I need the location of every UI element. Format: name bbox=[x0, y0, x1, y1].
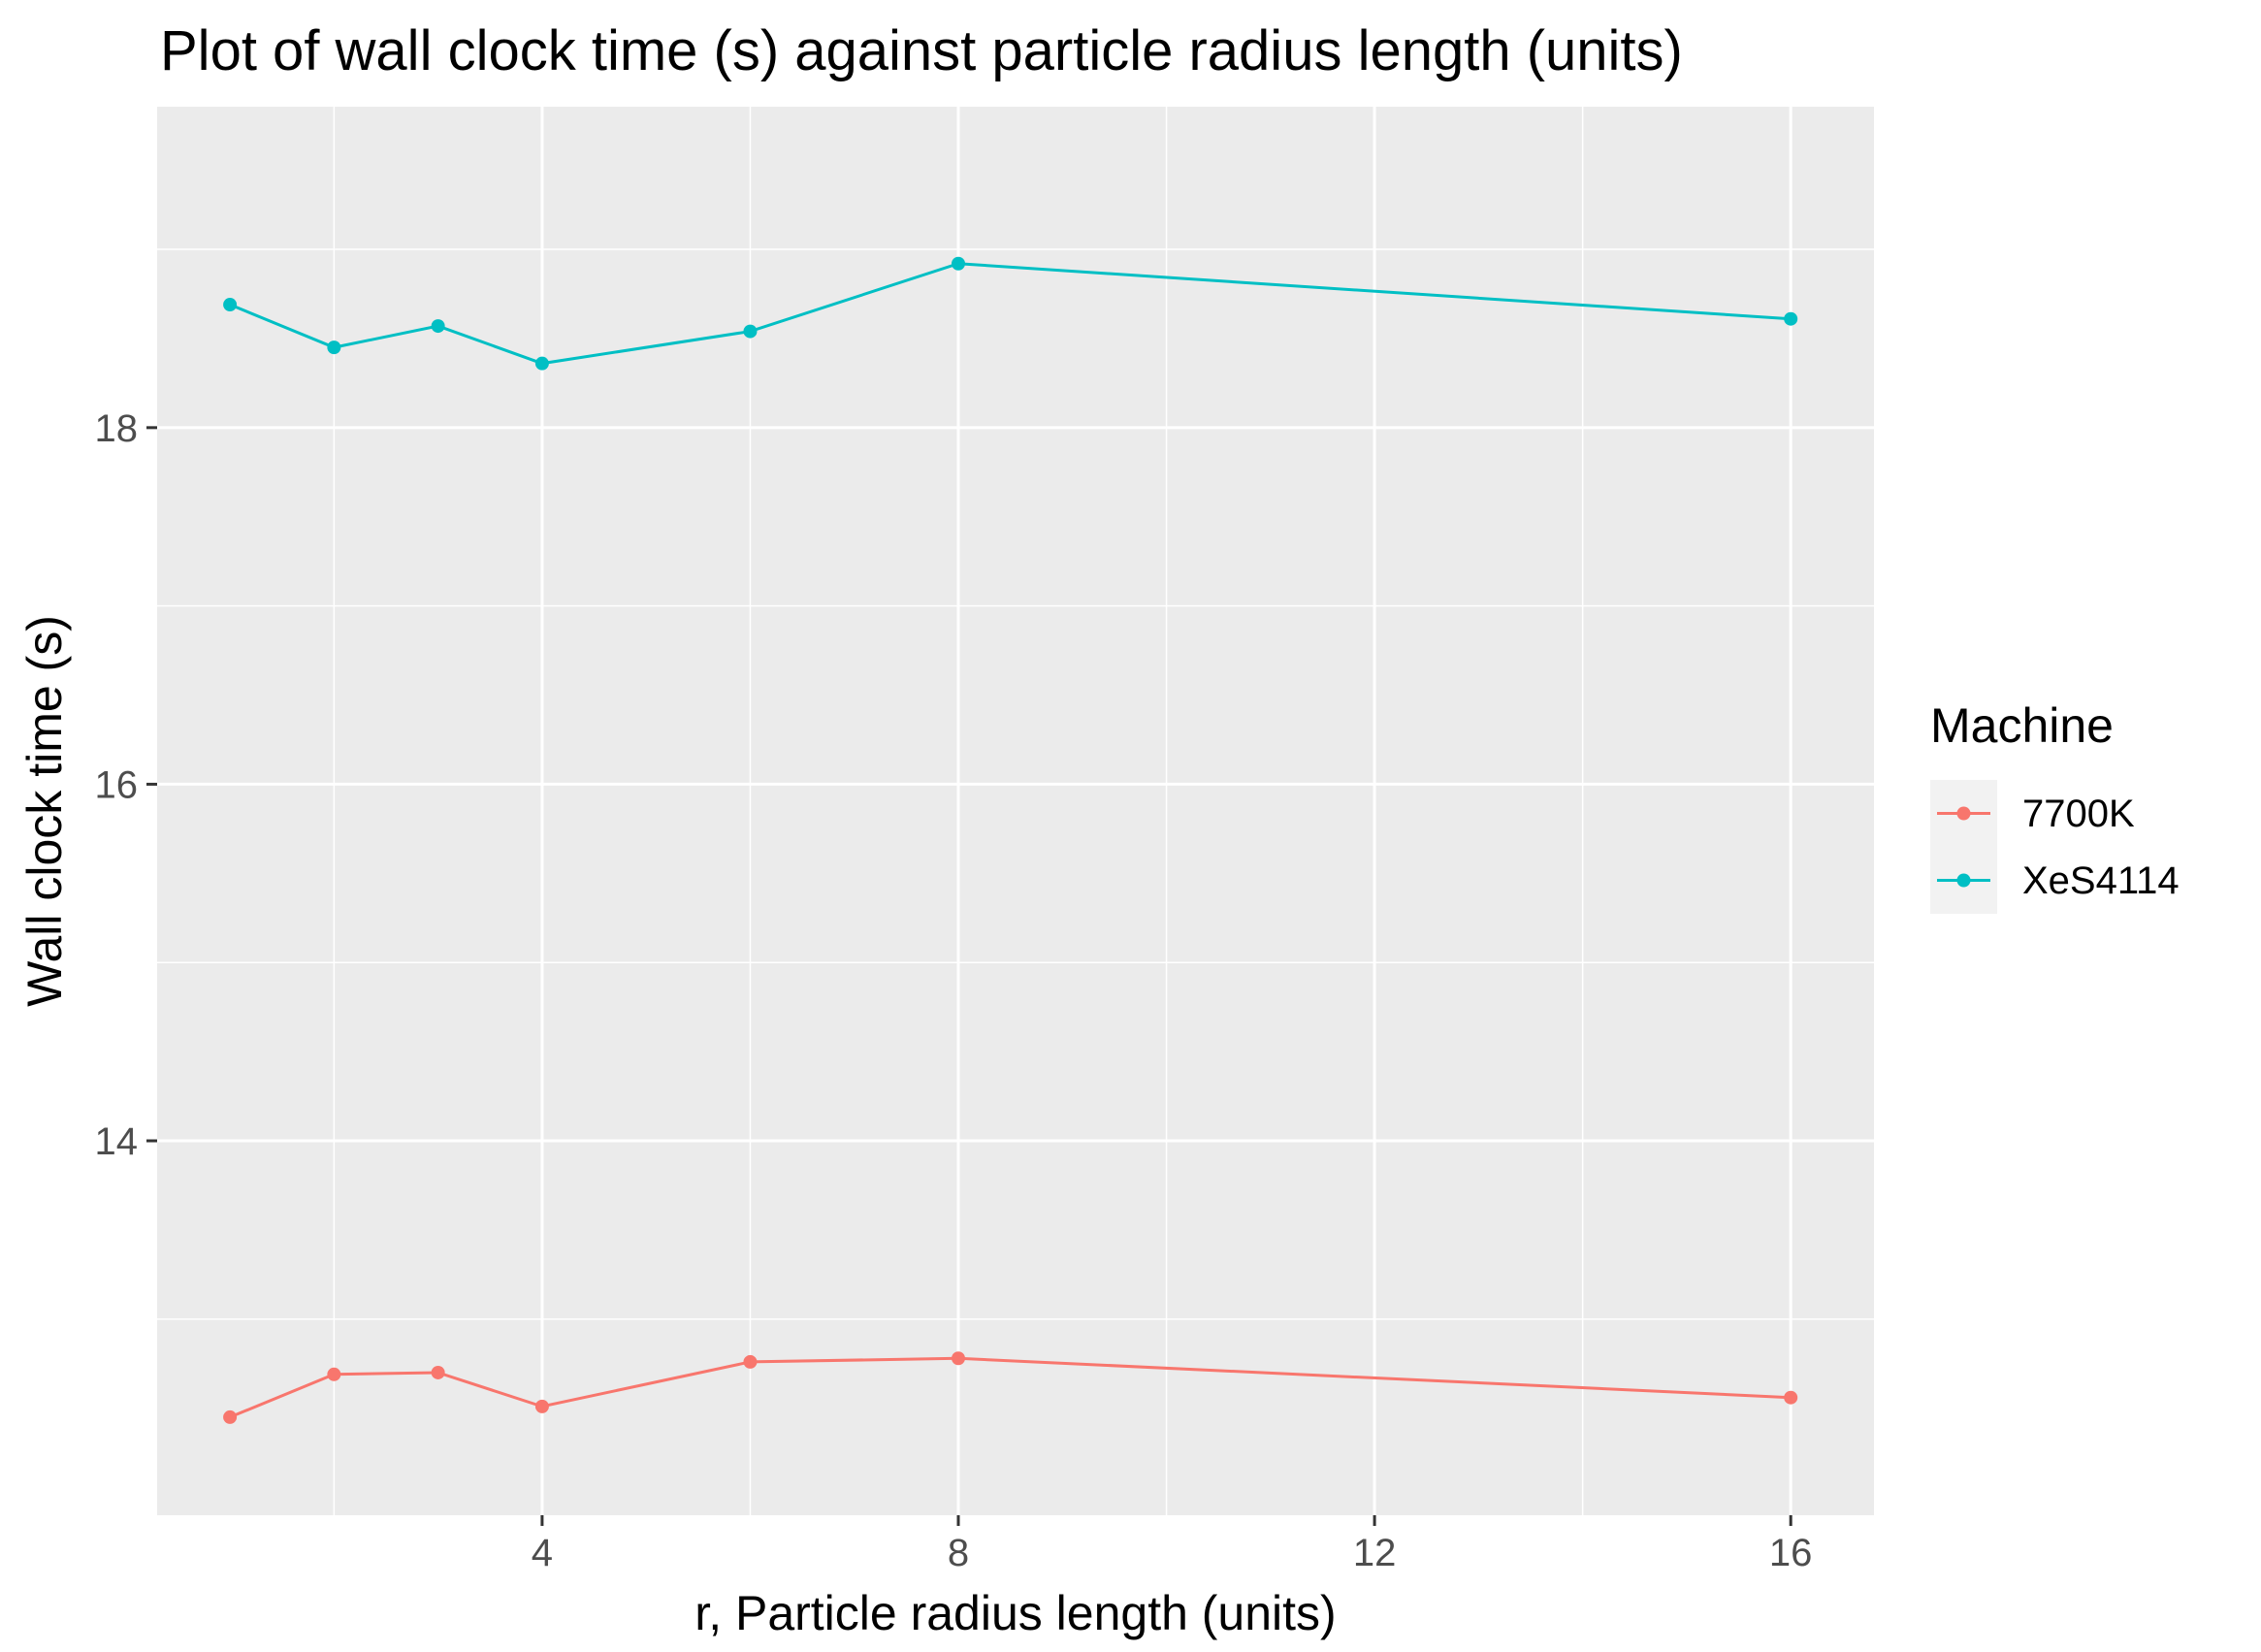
data-point-XeS4114-2 bbox=[327, 340, 341, 355]
x-tick-label-8: 8 bbox=[948, 1532, 969, 1574]
data-point-7700K-6 bbox=[743, 1354, 758, 1369]
grid-minor bbox=[157, 107, 1874, 1515]
data-point-7700K-2 bbox=[327, 1367, 341, 1381]
x-tick-label-4: 4 bbox=[532, 1532, 553, 1574]
grid-major bbox=[157, 107, 1874, 1515]
data-point-7700K-8 bbox=[952, 1351, 965, 1366]
data-point-XeS4114-6 bbox=[743, 324, 758, 339]
x-tick-label-16: 16 bbox=[1769, 1532, 1813, 1574]
plot-panel bbox=[157, 107, 1874, 1515]
legend-label-7700K: 7700K bbox=[2022, 793, 2135, 835]
data-point-7700K-1 bbox=[223, 1409, 238, 1424]
legend-label-XeS4114: XeS4114 bbox=[2022, 859, 2180, 902]
legend-title: Machine bbox=[1930, 698, 2114, 753]
chart-title: Plot of wall clock time (s) against part… bbox=[160, 19, 1683, 82]
axis-ticks bbox=[146, 426, 1793, 1526]
x-tick-label-12: 12 bbox=[1353, 1532, 1397, 1574]
data-point-7700K-4 bbox=[534, 1399, 549, 1413]
series-points bbox=[223, 256, 1798, 1424]
y-tick-label-14: 14 bbox=[95, 1120, 139, 1163]
data-point-7700K-3 bbox=[431, 1365, 445, 1379]
y-tick-label-16: 16 bbox=[95, 763, 139, 806]
y-tick-label-18: 18 bbox=[95, 407, 139, 450]
tick-labels: 4 8 12 16 14 16 18 bbox=[95, 407, 1813, 1574]
legend-key-point-7700K bbox=[1956, 806, 1971, 821]
legend-items: 7700K XeS4114 bbox=[1930, 780, 2180, 914]
data-point-XeS4114-16 bbox=[1784, 311, 1798, 326]
data-point-7700K-16 bbox=[1784, 1390, 1798, 1405]
data-point-XeS4114-1 bbox=[223, 298, 238, 312]
data-point-XeS4114-8 bbox=[952, 256, 965, 271]
x-axis-title: r, Particle radius length (units) bbox=[694, 1586, 1336, 1640]
y-axis-title: Wall clock time (s) bbox=[17, 615, 72, 1007]
legend-key-point-XeS4114 bbox=[1956, 873, 1971, 888]
data-point-XeS4114-3 bbox=[431, 319, 445, 334]
data-point-XeS4114-4 bbox=[534, 356, 549, 371]
legend: Machine 7700K XeS4114 bbox=[1930, 698, 2180, 914]
